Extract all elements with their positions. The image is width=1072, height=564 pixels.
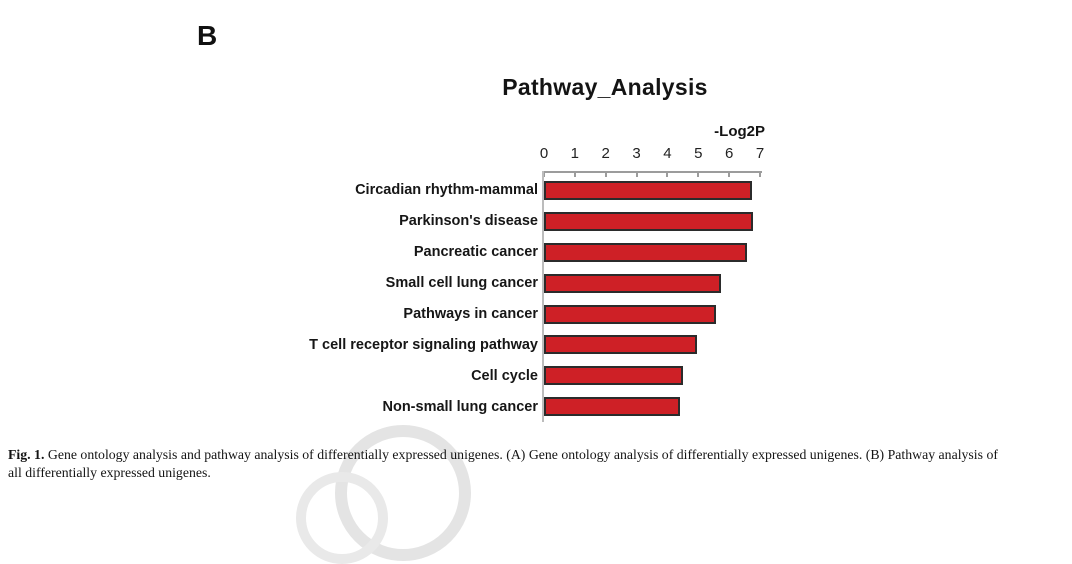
bar-track <box>544 180 760 200</box>
bar-row: Non-small lung cancer <box>0 391 762 422</box>
bar-category-label: Pathways in cancer <box>403 306 538 322</box>
bar-row: Pancreatic cancer <box>0 237 762 268</box>
x-axis-label: -Log2P <box>714 123 765 140</box>
x-axis-tick-labels: 0 1 2 3 4 5 6 7 <box>540 145 764 163</box>
x-tick-label: 5 <box>694 145 703 162</box>
caption-line-1: Fig. 1. Gene ontology analysis and pathw… <box>8 446 1070 464</box>
bar-row: Parkinson's disease <box>0 206 762 237</box>
bar-category-label: T cell receptor signaling pathway <box>309 336 538 353</box>
bar <box>544 180 753 200</box>
bar <box>544 211 754 231</box>
figure-caption: Fig. 1. Gene ontology analysis and pathw… <box>8 446 1070 481</box>
bar <box>544 304 717 324</box>
bar-rows: Circadian rhythm-mammal Parkinson's disea… <box>0 175 762 422</box>
bar-track <box>544 335 760 355</box>
x-tick-label: 6 <box>724 145 734 162</box>
chart-title: Pathway_Analysis <box>502 74 708 100</box>
bar-track <box>544 273 760 293</box>
bar <box>544 242 748 262</box>
bar-track <box>544 211 760 231</box>
x-tick-mark <box>728 173 731 177</box>
bar-row: Circadian rhythm-mammal <box>0 175 762 206</box>
panel-label: B <box>197 20 218 51</box>
x-tick-mark <box>697 173 700 177</box>
bar-category-label: Pancreatic cancer <box>413 244 538 261</box>
bar <box>544 397 681 417</box>
x-tick-mark <box>759 173 761 177</box>
x-axis-line <box>543 171 762 173</box>
bar-track <box>544 366 760 386</box>
bar-track <box>544 397 760 417</box>
watermark-arc <box>296 472 388 564</box>
bar-category-label: Parkinson's disease <box>399 213 538 230</box>
x-tick-label: 3 <box>632 145 641 162</box>
x-tick-mark <box>543 173 545 177</box>
caption-text-line1: Gene ontology analysis and pathway analy… <box>44 447 998 462</box>
caption-label: Fig. 1. <box>8 447 45 462</box>
x-tick-label: 0 <box>539 145 549 162</box>
x-tick-mark <box>573 173 576 177</box>
x-tick-label: 2 <box>601 145 610 162</box>
bar-category-label: Circadian rhythm-mammal <box>355 182 538 199</box>
bar-category-label: Non-small lung cancer <box>382 398 538 415</box>
bar-row: Cell cycle <box>0 360 762 391</box>
x-tick-mark <box>635 173 638 177</box>
bar-track <box>544 304 760 324</box>
x-tick-mark <box>604 173 607 177</box>
bar <box>544 273 721 293</box>
x-tick-label: 7 <box>755 145 765 162</box>
bar <box>544 366 683 386</box>
x-tick-mark <box>666 173 669 177</box>
bar-row: Pathways in cancer <box>0 299 762 330</box>
x-tick-label: 1 <box>570 145 580 162</box>
bar-row: T cell receptor signaling pathway <box>0 329 762 360</box>
caption-line-2: all differentially expressed unigenes. <box>8 464 211 480</box>
bar-track <box>544 242 760 262</box>
bar <box>544 335 698 355</box>
x-axis-tick-marks <box>543 173 761 178</box>
x-tick-label: 4 <box>663 145 672 162</box>
pathway-analysis-bar-chart: Pathway_Analysis -Log2P 0 1 2 3 4 5 6 7 Circadi… <box>0 74 765 422</box>
bar-row: Small cell lung cancer <box>0 268 762 299</box>
bar-category-label: Cell cycle <box>471 367 538 384</box>
y-axis-line <box>542 171 544 422</box>
bar-category-label: Small cell lung cancer <box>385 275 538 292</box>
